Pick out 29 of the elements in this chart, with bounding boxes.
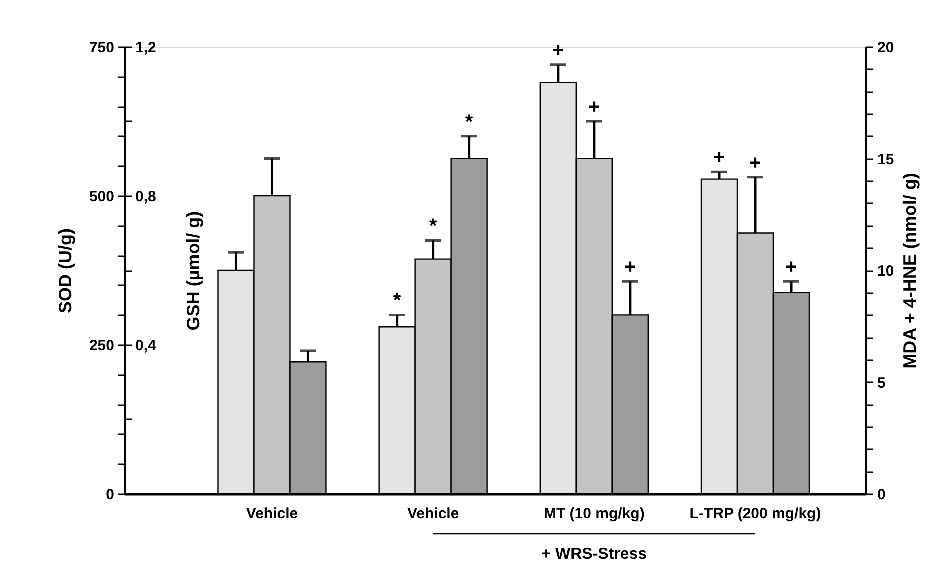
y3-tick-label: 20: [878, 40, 894, 56]
x-tick-label: MT (10 mg/kg): [544, 506, 645, 522]
y3-tick-label: 15: [878, 151, 894, 168]
data-label: +: [786, 256, 798, 279]
y3-tick-label: 10: [878, 263, 894, 280]
y3-tick-label: 0: [878, 486, 886, 504]
data-label: *: [429, 216, 438, 238]
data-label: +: [552, 40, 564, 62]
y-tick-label: 0: [106, 486, 114, 504]
y2-tick-label: 1,2: [136, 40, 156, 56]
y2-tick-label: 0,4: [136, 338, 158, 354]
y2-axis-title: GSH (µmol/ g): [184, 211, 204, 331]
data-label: *: [465, 111, 474, 134]
data-label: +: [624, 256, 636, 279]
data-label: +: [588, 96, 600, 118]
y3-tick-label: 5: [878, 374, 886, 392]
y-axis-title: SOD (U/g): [55, 228, 76, 314]
data-label: +: [714, 147, 726, 170]
x-tick-label: Vehicle: [407, 506, 460, 522]
y-tick-label: 750: [89, 40, 114, 56]
y2-tick-label: 0,8: [136, 188, 156, 206]
x-tick-label: Vehicle: [246, 506, 298, 522]
text: + WRS-Stress: [542, 546, 648, 563]
data-label: *: [393, 290, 402, 312]
y3-axis-title: MDA + 4-HNE (nmol/ g): [900, 173, 920, 369]
y-tick-label: 500: [89, 188, 114, 206]
y-tick-label: 250: [89, 338, 114, 354]
x-tick-label: L-TRP (200 mg/kg): [690, 506, 822, 522]
data-label: +: [750, 152, 762, 174]
